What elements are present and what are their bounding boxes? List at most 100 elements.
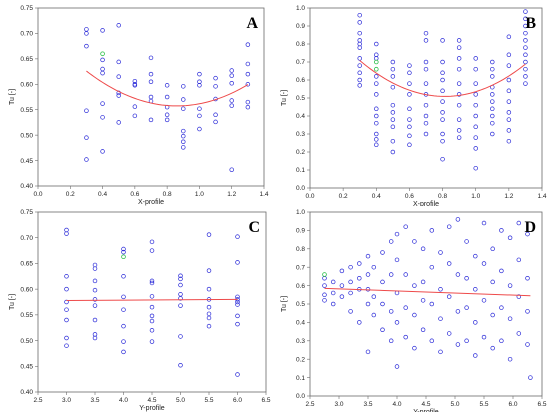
data-point: [148, 79, 154, 84]
data-point: [407, 63, 412, 68]
data-point: [213, 119, 218, 125]
data-point: [374, 52, 379, 58]
data-point: [390, 84, 396, 90]
data-point: [245, 82, 251, 87]
data-point: [92, 287, 98, 293]
data-point: [388, 338, 394, 344]
data-point: [64, 274, 69, 279]
data-point: [64, 227, 69, 233]
data-point: [403, 305, 408, 310]
x-tick-label: 0.2: [339, 193, 348, 200]
data-point: [429, 301, 435, 307]
data-point: [229, 81, 234, 86]
data-point: [523, 23, 528, 29]
y-tick-label: 0.0: [296, 393, 305, 400]
data-point: [357, 38, 362, 43]
data-point: [181, 128, 186, 134]
data-point: [490, 92, 495, 97]
data-point: [438, 287, 443, 292]
data-point: [440, 99, 445, 104]
data-point: [245, 42, 251, 47]
x-tick-label: 0.6: [130, 191, 139, 198]
data-point: [181, 145, 186, 150]
data-point: [455, 217, 461, 222]
data-point: [197, 106, 202, 111]
data-point: [245, 104, 251, 110]
data-point: [481, 220, 487, 226]
data-point: [438, 316, 443, 321]
data-point: [490, 113, 495, 119]
x-tick-label: 4.0: [392, 401, 401, 408]
data-point: [523, 81, 528, 86]
data-point: [84, 157, 89, 162]
data-point: [181, 106, 186, 111]
data-point: [423, 131, 429, 137]
plot-frame: [37, 7, 265, 187]
data-point: [235, 302, 240, 307]
data-point: [473, 113, 478, 119]
data-point: [149, 280, 155, 286]
y-tick-label: 0.8: [296, 246, 305, 253]
highlight-point: [100, 51, 105, 57]
data-point: [490, 74, 495, 79]
data-point: [473, 81, 478, 86]
y-tick-label: 0.6: [296, 283, 305, 290]
y-tick-label: 0.1: [296, 167, 305, 174]
data-point: [473, 146, 478, 151]
data-point: [429, 264, 435, 270]
y-tick-label: 0.9: [296, 23, 305, 30]
x-tick-label: 1.4: [259, 191, 268, 198]
data-point: [229, 98, 234, 103]
data-point: [235, 321, 240, 327]
chart-c-svg: 2.5 3.0 3.5 4.0 4.5 5.0 5.5 6.0 6.5 0.40 0.45 0.50 0…: [9, 209, 271, 412]
data-point: [390, 59, 396, 65]
y-tick-label: 0.5: [296, 95, 305, 102]
data-point: [394, 231, 400, 237]
data-point: [181, 97, 186, 102]
y-tick-label: 0.70: [20, 235, 33, 242]
data-point: [132, 104, 138, 109]
data-point: [506, 110, 512, 115]
y-tick-label: 0.4: [296, 320, 305, 327]
data-point: [525, 275, 530, 281]
data-point: [420, 298, 426, 303]
y-tick-label: 0.3: [296, 338, 305, 345]
data-point: [525, 231, 530, 237]
x-axis-title: Y-profile: [139, 405, 165, 412]
data-point: [64, 231, 69, 236]
data-point: [164, 112, 170, 118]
data-point: [357, 261, 362, 266]
data-point: [455, 272, 461, 277]
y-tick-label: 0.65: [20, 261, 33, 268]
data-point: [523, 45, 528, 50]
data-point: [523, 16, 528, 22]
data-point: [456, 102, 462, 108]
data-point: [132, 113, 138, 119]
data-point: [181, 139, 186, 145]
y-tick-label: 0.60: [20, 81, 33, 88]
y-tick-label: 0.45: [20, 363, 33, 370]
fit-curve: [359, 60, 526, 97]
data-point: [121, 339, 126, 344]
data-point: [407, 106, 412, 112]
data-point: [100, 28, 105, 33]
data-point: [506, 117, 512, 122]
x-tick-label: 2.5: [33, 397, 42, 404]
data-point: [455, 309, 461, 314]
data-point: [507, 356, 513, 362]
panel-letter: D: [524, 219, 536, 236]
data-point: [84, 31, 89, 36]
x-tick-label: 2.5: [305, 401, 314, 408]
data-point: [440, 131, 445, 137]
x-tick-label: 6.5: [261, 397, 270, 404]
data-point: [197, 113, 202, 119]
data-point: [64, 307, 69, 312]
data-point: [506, 88, 512, 94]
x-tick-label: 4.5: [421, 401, 430, 408]
data-point: [407, 70, 412, 76]
data-point: [423, 120, 429, 126]
x-axis-title: Y-profile: [413, 409, 439, 412]
x-tick-label: 3.0: [334, 401, 343, 408]
data-point: [178, 334, 183, 339]
data-point: [121, 249, 126, 255]
